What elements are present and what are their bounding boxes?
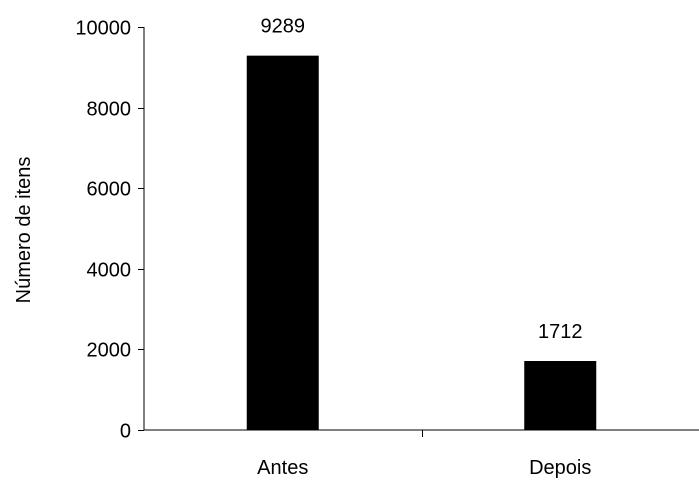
bar [524, 361, 597, 430]
bars [246, 55, 597, 431]
labels: 9289 Antes 1712 Depois [257, 16, 591, 479]
y-tick-label: 0 [120, 421, 131, 443]
x-tick-label: Antes [257, 457, 308, 479]
y-tick-label: 10000 [75, 18, 131, 40]
axes [143, 27, 699, 437]
data-label: 1712 [538, 321, 583, 343]
bar [246, 55, 319, 431]
y-tick-label: 8000 [87, 99, 132, 121]
y-axis-ticks: 0 2000 4000 6000 8000 10000 [75, 18, 144, 443]
y-tick-label: 6000 [87, 179, 132, 201]
y-tick-label: 2000 [87, 340, 132, 362]
x-tick-label: Depois [529, 457, 591, 479]
data-label: 9289 [261, 16, 306, 38]
y-tick-label: 4000 [87, 260, 132, 282]
y-axis-label: Número de itens [13, 157, 35, 304]
